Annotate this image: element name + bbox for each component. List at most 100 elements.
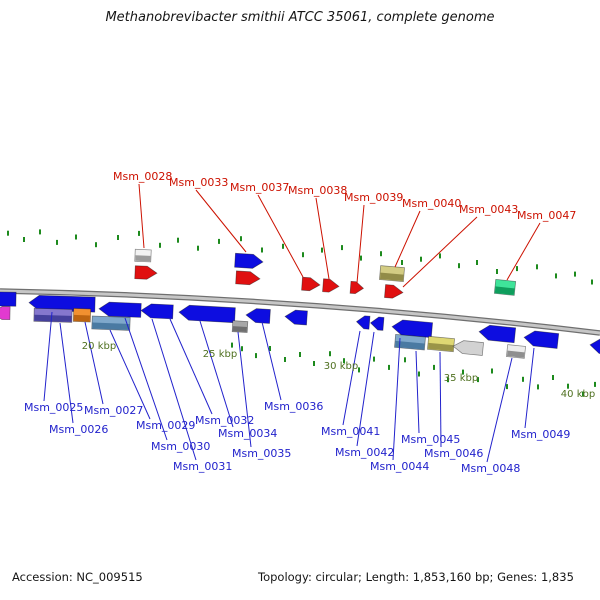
gene-box[interactable] (394, 334, 426, 351)
gene-label-reverse[interactable]: Msm_0029 (136, 419, 195, 432)
density-tick (582, 391, 584, 397)
gene-shape[interactable] (349, 280, 365, 295)
density-tick (95, 242, 97, 248)
gene-arrow[interactable] (134, 265, 158, 280)
gene-label-reverse[interactable]: Msm_0048 (461, 462, 520, 475)
gene-label-reverse[interactable]: Msm_0034 (218, 427, 277, 440)
gene-arrow[interactable] (384, 284, 404, 299)
gene-shade (427, 342, 454, 352)
density-tick (282, 243, 284, 249)
gene-label-forward[interactable]: Msm_0033 (169, 176, 228, 189)
gene-arrow[interactable] (140, 303, 174, 320)
density-tick (591, 279, 593, 285)
density-tick (458, 263, 460, 269)
gene-label-reverse[interactable]: Msm_0045 (401, 433, 460, 446)
gene-arrow[interactable] (523, 330, 560, 349)
gene-arrow[interactable] (0, 306, 11, 321)
gene-arrow[interactable] (284, 309, 308, 326)
scale-label: 35 kbp (444, 373, 478, 384)
gene-label-reverse[interactable]: Msm_0046 (424, 447, 483, 460)
gene-label-reverse[interactable]: Msm_0035 (232, 447, 291, 460)
gene-label-forward[interactable]: Msm_0043 (459, 203, 518, 216)
gene-label-reverse[interactable]: Msm_0026 (49, 423, 108, 436)
gene-arrow[interactable] (245, 308, 271, 324)
gene-label-reverse[interactable]: Msm_0042 (335, 446, 394, 459)
gene-box[interactable] (379, 265, 405, 282)
gene-arrow[interactable] (369, 316, 385, 331)
gene-arrow[interactable] (322, 278, 340, 293)
gene-arrow[interactable] (0, 291, 17, 307)
density-tick (7, 230, 9, 236)
gene-shape[interactable] (234, 252, 264, 269)
gene-arrow[interactable] (178, 304, 236, 324)
gene-shape[interactable] (245, 308, 271, 324)
density-tick (555, 273, 557, 279)
gene-shape[interactable] (301, 276, 321, 292)
gene-shape[interactable] (235, 270, 261, 286)
gene-shape[interactable] (28, 295, 96, 313)
gene-box[interactable] (231, 320, 249, 333)
density-tick (197, 245, 199, 251)
gene-label-forward[interactable]: Msm_0028 (113, 170, 172, 183)
gene-label-forward[interactable]: Msm_0047 (517, 209, 576, 222)
gene-arrow[interactable] (349, 280, 365, 295)
density-tick (269, 346, 271, 351)
gene-arrow[interactable] (235, 270, 261, 286)
gene-shape[interactable] (322, 278, 340, 293)
gene-box[interactable] (72, 308, 92, 323)
gene-label-reverse[interactable]: Msm_0031 (173, 460, 232, 473)
gene-arrow[interactable] (478, 324, 517, 344)
gene-arrow[interactable] (301, 276, 321, 292)
gene-label-forward-leader-line (257, 194, 304, 278)
gene-label-reverse[interactable]: Msm_0036 (264, 400, 323, 413)
gene-shape[interactable] (355, 315, 371, 330)
gene-box[interactable] (134, 248, 152, 263)
gene-box[interactable] (493, 279, 517, 296)
gene-arrow[interactable] (98, 301, 142, 318)
gene-shape[interactable] (134, 265, 158, 280)
gene-shade (92, 322, 130, 330)
gene-label-forward[interactable]: Msm_0040 (402, 197, 461, 210)
gene-shape[interactable] (478, 324, 517, 344)
gene-label-reverse-leader-line (237, 331, 252, 448)
density-tick (404, 357, 406, 363)
gene-label-reverse[interactable]: Msm_0032 (195, 414, 254, 427)
gene-shape[interactable] (384, 284, 404, 299)
gene-shape[interactable] (140, 303, 174, 320)
gene-box[interactable] (506, 344, 526, 359)
gene-shade (73, 314, 90, 322)
gene-shape[interactable] (178, 304, 236, 324)
gene-label-reverse[interactable]: Msm_0041 (321, 425, 380, 438)
gene-label-reverse[interactable]: Msm_0049 (511, 428, 570, 441)
gene-shape[interactable] (98, 301, 142, 318)
gene-shape[interactable] (452, 340, 484, 356)
gene-shape[interactable] (0, 291, 17, 307)
gene-label-reverse[interactable]: Msm_0025 (24, 401, 83, 414)
gene-arrow[interactable] (391, 319, 433, 339)
gene-shape[interactable] (589, 337, 600, 355)
gene-label-forward[interactable]: Msm_0038 (288, 184, 347, 197)
gene-label-forward[interactable]: Msm_0039 (344, 191, 403, 204)
gene-arrow[interactable] (355, 315, 371, 330)
gene-arrow[interactable] (452, 340, 484, 356)
gene-arrow[interactable] (234, 252, 264, 269)
gene-arrow[interactable] (28, 295, 96, 313)
gene-arrow[interactable] (589, 337, 600, 355)
gene-shape[interactable] (284, 309, 308, 326)
density-tick (56, 239, 58, 245)
density-tick (420, 256, 422, 262)
gene-shape[interactable] (391, 319, 433, 339)
gene-label-reverse-leader-line (439, 351, 442, 448)
gene-label-forward[interactable]: Msm_0037 (230, 181, 289, 194)
gene-box[interactable] (91, 315, 131, 331)
gene-label-reverse-leader-line (199, 320, 234, 428)
gene-shape[interactable] (369, 316, 385, 331)
gene-shape[interactable] (523, 330, 560, 349)
gene-label-reverse[interactable]: Msm_0027 (84, 404, 143, 417)
gene-box[interactable] (33, 307, 73, 323)
gene-label-reverse[interactable]: Msm_0030 (151, 440, 210, 453)
gene-shape[interactable] (0, 306, 11, 321)
density-tick (536, 264, 538, 270)
gene-label-reverse[interactable]: Msm_0044 (370, 460, 429, 473)
gene-box[interactable] (427, 335, 455, 353)
